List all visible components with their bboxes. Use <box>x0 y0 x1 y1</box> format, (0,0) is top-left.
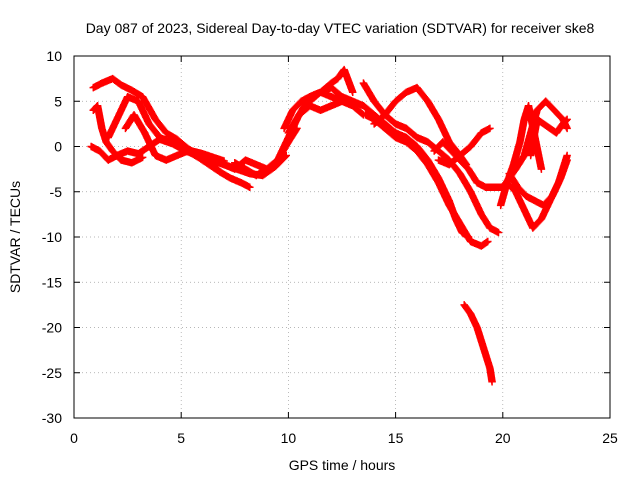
x-axis-label: GPS time / hours <box>289 457 396 473</box>
series-markers <box>361 111 492 250</box>
series-markers <box>391 129 473 241</box>
series-arc-5 <box>121 111 254 191</box>
x-tick-label: 20 <box>495 430 511 446</box>
series-markers <box>284 97 368 137</box>
grid-lines <box>74 56 610 418</box>
y-tick-label: -30 <box>42 410 62 426</box>
x-tick-label: 25 <box>602 430 618 446</box>
y-tick-label: 5 <box>54 93 62 109</box>
series-markers <box>505 156 571 210</box>
series-arc-21 <box>526 115 571 160</box>
y-tick-label: 10 <box>46 48 62 64</box>
x-tick-label: 0 <box>70 430 78 446</box>
y-tick-label: -10 <box>42 229 62 245</box>
series-arc-17 <box>460 301 496 386</box>
axis-ticks: 0 5 10 15 20 25 10 5 0 -5 -10 -15 -20 -25 -30 <box>42 48 618 446</box>
y-tick-label: -25 <box>42 365 62 381</box>
series-arc-22 <box>505 156 571 210</box>
series-markers <box>430 138 507 191</box>
series-markers <box>526 115 571 160</box>
x-tick-label: 5 <box>177 430 185 446</box>
series-markers <box>121 111 254 191</box>
series-markers <box>370 83 471 169</box>
y-tick-label: -20 <box>42 320 62 336</box>
y-tick-label: -5 <box>50 184 63 200</box>
series-arc-12 <box>361 111 492 250</box>
series-arc-13 <box>370 83 471 169</box>
chart-title: Day 087 of 2023, Sidereal Day-to-day VTE… <box>86 20 595 36</box>
y-tick-label: 0 <box>54 139 62 155</box>
series-arc-15 <box>430 138 507 191</box>
x-tick-label: 10 <box>281 430 297 446</box>
series-arc-14 <box>391 129 473 241</box>
series-arc-10 <box>306 65 357 105</box>
series-arc-16 <box>434 124 494 169</box>
y-tick-label: -15 <box>42 274 62 290</box>
plot-frame <box>73 55 611 419</box>
data-series <box>87 65 571 386</box>
series-markers <box>306 65 357 105</box>
x-tick-label: 15 <box>388 430 404 446</box>
series-arc-11 <box>359 79 503 237</box>
series-markers <box>359 79 503 237</box>
series-markers <box>434 124 494 169</box>
y-axis-label: SDTVAR / TECUs <box>7 181 23 293</box>
series-markers <box>460 301 496 386</box>
series-arc-9 <box>284 97 368 137</box>
